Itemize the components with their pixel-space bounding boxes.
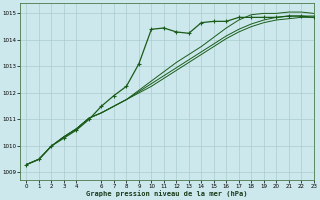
- X-axis label: Graphe pression niveau de la mer (hPa): Graphe pression niveau de la mer (hPa): [86, 190, 248, 197]
